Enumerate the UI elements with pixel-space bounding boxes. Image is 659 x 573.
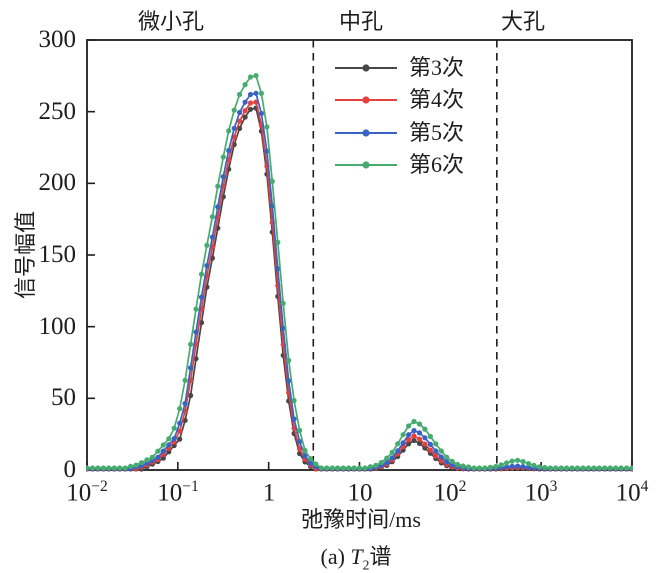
legend-label-run3: 第3次 [409, 55, 465, 80]
x-tick-base: 10 [615, 479, 641, 507]
x-tick-exp: 2 [458, 478, 467, 495]
y-tick-100: 100 [38, 313, 77, 340]
x-tick-exp: 4 [640, 478, 649, 495]
caption-t2-subscript: 2 [362, 557, 370, 573]
x-tick-1e4: 104 [616, 474, 649, 506]
x-tick-exp: −1 [182, 478, 199, 495]
x-tick-base: 1 [262, 479, 276, 507]
y-tick-0: 0 [63, 456, 77, 483]
x-tick-10: 10 [348, 474, 373, 506]
legend-swatch-run6 [335, 161, 397, 169]
x-tick-1e3: 103 [525, 474, 558, 506]
y-tick-300: 300 [38, 26, 77, 53]
region-label-large-pores: 大孔 [500, 9, 546, 34]
y-tick-200: 200 [38, 169, 77, 196]
caption-prefix: (a) [320, 544, 351, 569]
x-tick-base: 10 [347, 479, 373, 507]
x-tick-base: 10 [524, 479, 550, 507]
x-tick-base: 10 [157, 479, 183, 507]
legend-label-run6: 第6次 [409, 152, 465, 177]
x-tick-exp: −2 [91, 478, 108, 495]
x-tick-base: 10 [66, 479, 92, 507]
legend-swatch-run4 [335, 96, 397, 104]
y-tick-250: 250 [38, 98, 77, 125]
caption-t2-symbol: T [350, 544, 363, 569]
x-tick-1e-2: 10−2 [66, 474, 108, 506]
x-tick-1e2: 102 [434, 474, 467, 506]
figure-caption: (a) T2谱 [321, 539, 392, 573]
y-tick-50: 50 [51, 384, 76, 411]
region-label-medium-pores: 中孔 [338, 9, 384, 34]
legend-swatch-run5 [335, 129, 397, 137]
legend-label-run5: 第5次 [409, 120, 465, 145]
legend-swatch-run3 [335, 64, 397, 72]
legend-item-run5: 第5次 [334, 120, 464, 146]
x-tick-base: 10 [433, 479, 459, 507]
y-tick-150: 150 [38, 241, 77, 268]
legend-item-run3: 第3次 [334, 55, 464, 81]
region-label-micro-small-pores: 微小孔 [137, 9, 205, 34]
x-tick-exp: 3 [549, 478, 558, 495]
caption-suffix: 谱 [369, 544, 392, 569]
legend-item-run6: 第6次 [334, 152, 464, 178]
legend-label-run4: 第4次 [409, 87, 465, 112]
x-tick-1: 1 [263, 474, 276, 506]
x-axis-label: 弛豫时间/ms [301, 507, 421, 532]
legend-item-run4: 第4次 [334, 87, 464, 113]
x-tick-1e-1: 10−1 [157, 474, 199, 506]
